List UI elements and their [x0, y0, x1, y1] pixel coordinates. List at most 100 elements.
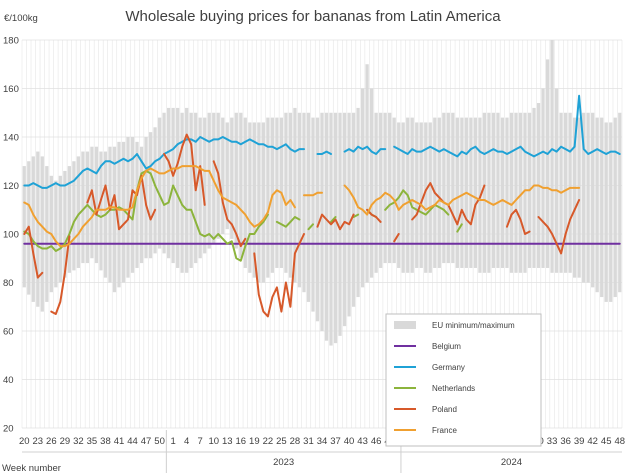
band-bar: [618, 112, 622, 293]
band-bar: [225, 122, 229, 230]
x-tick-label: 23: [33, 436, 44, 447]
x-tick-label: 22: [263, 436, 274, 447]
band-bar: [212, 112, 216, 244]
legend-label-germany: Germany: [432, 363, 465, 372]
x-tick-label: 45: [601, 436, 612, 447]
band-bar: [573, 117, 577, 278]
band-bar: [293, 107, 297, 283]
band-bar: [67, 166, 71, 273]
band-bar: [333, 112, 338, 344]
band-bar: [609, 122, 613, 302]
band-bar: [185, 107, 189, 273]
x-axis-label: Week number: [2, 463, 61, 473]
band-bar: [99, 151, 103, 271]
x-tick-label: 47: [141, 436, 152, 447]
band-bar: [487, 112, 491, 273]
x-tick-label: 36: [560, 436, 571, 447]
legend-label-belgium: Belgium: [432, 342, 461, 351]
x-tick-label: 44: [127, 436, 138, 447]
y-tick-label: 40: [3, 375, 14, 386]
x-tick-label: 50: [154, 436, 165, 447]
band-bar: [31, 156, 35, 302]
chart-title: Wholesale buying prices for bananas from…: [125, 8, 501, 25]
x-tick-label: 16: [236, 436, 247, 447]
band-bar: [72, 161, 76, 271]
band-bar: [437, 117, 441, 268]
band-bar: [482, 112, 487, 273]
band-bar: [388, 112, 392, 264]
x-tick-label: 41: [114, 436, 125, 447]
band-bar: [424, 122, 428, 273]
y-axis-ticks: 20 40 60 80 100 120 140 160 180: [3, 36, 19, 435]
band-bar: [613, 117, 617, 298]
band-bar: [171, 107, 175, 264]
band-bar: [198, 117, 202, 259]
legend: EU minimum/maximum Belgium Germany Netherla…: [385, 313, 542, 447]
band-bar: [40, 156, 44, 312]
band-bar: [554, 88, 559, 273]
band-bar: [338, 112, 342, 336]
x-tick-label: 35: [87, 436, 98, 447]
band-bar: [351, 112, 356, 307]
band-bar: [257, 122, 261, 283]
band-bar: [455, 117, 459, 268]
band-bar: [428, 122, 432, 273]
band-bar: [347, 112, 351, 317]
band-bar: [234, 112, 238, 249]
band-bar: [248, 122, 252, 273]
band-bar: [451, 112, 455, 264]
x-tick-label: 40: [344, 436, 355, 447]
band-bar: [442, 112, 446, 264]
x-tick-label: 4: [184, 436, 189, 447]
eu-min-max-band: [22, 40, 622, 346]
band-bar: [94, 146, 99, 264]
band-bar: [126, 137, 130, 278]
y-tick-label: 100: [3, 230, 19, 241]
band-bar: [604, 122, 608, 302]
band-bar: [514, 112, 518, 273]
band-bar: [112, 146, 117, 293]
x-tick-label: 10: [208, 436, 219, 447]
band-bar: [162, 112, 166, 254]
band-bar: [591, 112, 595, 288]
band-bar: [532, 107, 536, 268]
band-bar: [297, 112, 302, 288]
band-bar: [203, 117, 207, 254]
band-bar: [582, 112, 586, 283]
legend-box: [385, 313, 542, 447]
band-bar: [36, 151, 40, 307]
x-tick-label: 26: [46, 436, 57, 447]
band-bar: [360, 88, 365, 288]
band-bar: [568, 112, 572, 273]
band-bar: [311, 117, 315, 312]
legend-label-netherlands: Netherlands: [432, 384, 475, 393]
band-bar: [166, 107, 171, 259]
band-bar: [207, 112, 211, 249]
band-bar: [469, 117, 473, 268]
band-bar: [302, 112, 306, 293]
y-tick-label: 20: [3, 424, 14, 435]
band-bar: [288, 112, 293, 278]
band-bar: [85, 151, 90, 264]
band-bar: [518, 112, 523, 273]
x-tick-label: 33: [547, 436, 558, 447]
band-bar: [491, 112, 496, 268]
y-axis-unit: €/100kg: [4, 13, 38, 24]
band-bar: [410, 117, 414, 273]
band-bar: [63, 170, 67, 278]
band-bar: [90, 146, 94, 259]
band-bar: [370, 88, 374, 278]
x-tick-label: 46: [371, 436, 382, 447]
x-tick-label: 19: [249, 436, 260, 447]
band-bar: [252, 122, 256, 278]
band-bar: [176, 107, 180, 268]
band-bar: [121, 141, 126, 283]
band-bar: [139, 146, 144, 264]
band-bar: [541, 88, 545, 268]
y-tick-label: 140: [3, 133, 19, 144]
band-bar: [275, 117, 279, 268]
band-bar: [22, 166, 26, 288]
x-tick-label: 48: [614, 436, 625, 447]
band-bar: [76, 156, 81, 268]
band-bar: [239, 112, 243, 259]
